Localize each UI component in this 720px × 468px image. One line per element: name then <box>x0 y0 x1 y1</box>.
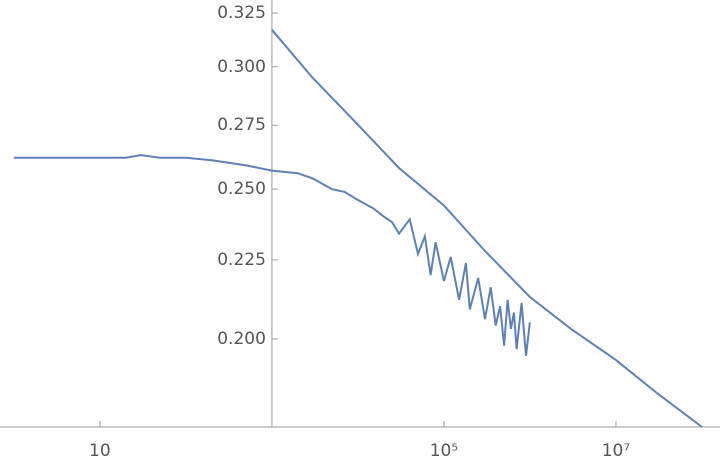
y-tick-label: 0.300 <box>217 57 266 77</box>
series-line <box>271 29 703 428</box>
y-tick-label: 0.225 <box>217 250 266 270</box>
x-tick-label: 10⁷ <box>602 441 631 461</box>
y-tick-label: 0.275 <box>217 115 266 135</box>
x-tick-label: 10⁵ <box>430 441 458 461</box>
y-tick-label: 0.250 <box>217 179 266 199</box>
x-tick-label: 10 <box>89 441 111 461</box>
series-line <box>13 154 531 357</box>
y-tick-label: 0.200 <box>217 329 266 349</box>
y-tick-label: 0.325 <box>217 3 266 23</box>
